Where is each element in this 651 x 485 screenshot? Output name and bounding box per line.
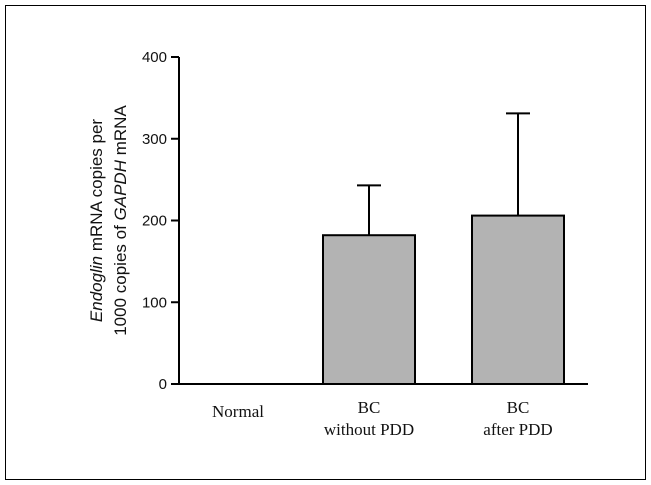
x-category-label: after PDD (483, 420, 552, 439)
x-category-label: BC (358, 398, 381, 417)
y-tick-label: 300 (142, 131, 167, 148)
y-axis-title: Endoglin mRNA copies per 1000 copies of G… (87, 105, 130, 336)
y-tick-label: 0 (159, 376, 167, 393)
y-tick-label: 200 (142, 213, 167, 230)
bar (471, 214, 565, 385)
x-axis-labels: Normal BC without PDD BC after PDD (212, 398, 553, 439)
bars-group (322, 112, 565, 385)
x-category-label: Normal (212, 402, 264, 421)
x-category-label: without PDD (324, 420, 414, 439)
y-axis-title-line2: 1000 copies of GAPDH mRNA (111, 105, 130, 336)
y-tick-label: 400 (142, 49, 167, 66)
bar (322, 234, 416, 385)
x-category-label: BC (507, 398, 530, 417)
y-axis-title-line1: Endoglin mRNA copies per (87, 119, 106, 323)
y-tick-label: 100 (142, 294, 167, 311)
